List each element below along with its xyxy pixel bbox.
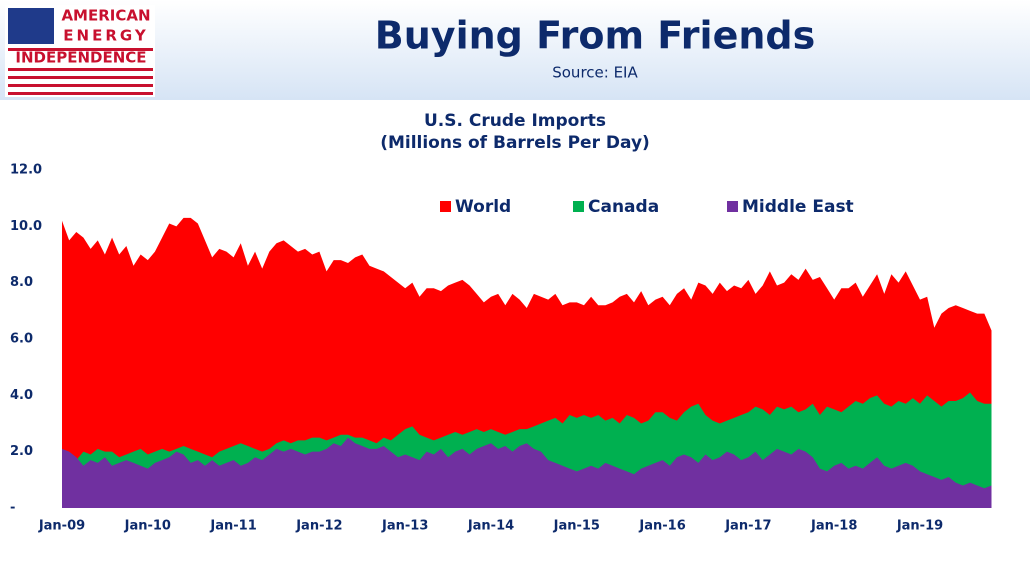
chart-title: U.S. Crude Imports	[424, 111, 606, 131]
y-tick-label: -	[10, 501, 15, 516]
flag-stripe	[8, 76, 153, 79]
source: Source: EIA	[552, 64, 638, 82]
legend-swatch	[440, 201, 451, 212]
x-tick-label: Jan-13	[381, 519, 428, 534]
x-tick-label: Jan-18	[810, 519, 857, 534]
x-tick-label: Jan-19	[896, 519, 943, 534]
x-tick-label: Jan-11	[209, 519, 256, 534]
y-tick-label: 8.0	[10, 275, 33, 290]
legend-item: Canada	[573, 197, 659, 217]
flag-canton	[8, 8, 54, 44]
flag-stripe	[8, 68, 153, 71]
flag-stripe	[8, 48, 153, 51]
x-tick-label: Jan-10	[124, 519, 171, 534]
x-tick-label: Jan-12	[295, 519, 342, 534]
x-tick-label: Jan-09	[38, 519, 85, 534]
legend-label: Canada	[588, 197, 659, 217]
legend-swatch	[573, 201, 584, 212]
x-tick-label: Jan-17	[724, 519, 771, 534]
y-tick-label: 2.0	[10, 444, 33, 459]
flag-stripe	[8, 84, 153, 87]
y-tick-label: 6.0	[10, 332, 33, 347]
chart-title: (Millions of Barrels Per Day)	[380, 133, 650, 153]
y-tick-label: 4.0	[10, 388, 33, 403]
legend-item: Middle East	[727, 197, 854, 217]
legend-label: Middle East	[742, 197, 854, 217]
flag-stripe	[8, 92, 153, 95]
x-tick-label: Jan-16	[638, 519, 685, 534]
logo: AMERICAN ENERGY INDEPENDENCE	[5, 5, 155, 97]
x-tick-label: Jan-14	[467, 519, 514, 534]
y-tick-label: 10.0	[10, 219, 42, 234]
page-title: Buying From Friends	[375, 14, 815, 58]
legend-swatch	[727, 201, 738, 212]
header	[0, 0, 1030, 100]
y-tick-label: 12.0	[10, 163, 42, 178]
legend-item: World	[440, 197, 511, 217]
logo-text: AMERICAN	[61, 7, 150, 25]
x-tick-label: Jan-15	[553, 519, 600, 534]
area	[62, 437, 992, 508]
logo-text: INDEPENDENCE	[15, 49, 146, 67]
logo-text: ENERGY	[63, 27, 148, 45]
legend-label: World	[455, 197, 511, 217]
